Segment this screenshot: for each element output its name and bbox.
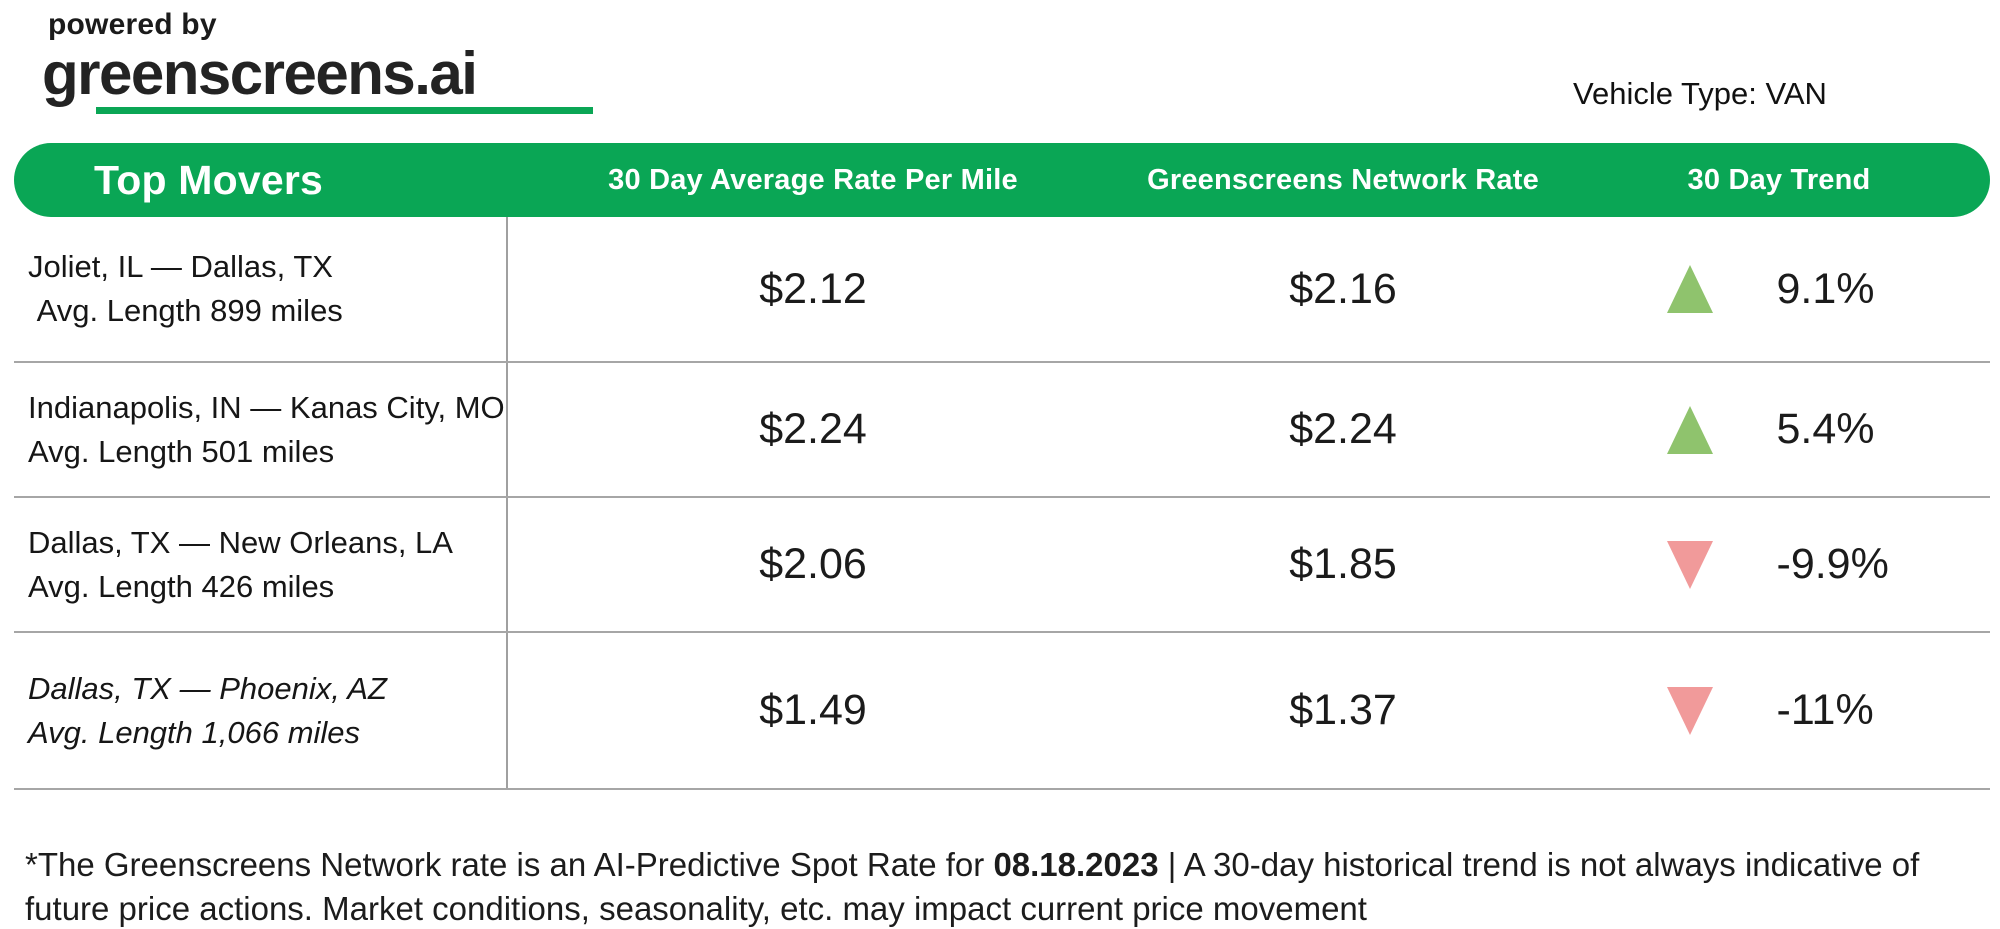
trend-value: 5.4% — [1776, 405, 1875, 453]
trend-up-icon — [1666, 405, 1713, 454]
trend-value: 9.1% — [1776, 264, 1875, 313]
network-rate-cell: $2.16 — [1289, 264, 1397, 313]
network-rate-cell: $1.85 — [1289, 540, 1397, 588]
brand-wordmark: greenscreens.ai — [42, 40, 478, 107]
trend-down-icon — [1666, 686, 1713, 735]
table-row: Dallas, TX — Phoenix, AZ Avg. Length 1,0… — [14, 633, 1990, 790]
trend-value: -9.9% — [1776, 540, 1889, 588]
footnote: *The Greenscreens Network rate is an AI-… — [25, 843, 1975, 929]
footnote-prefix: *The Greenscreens Network rate is an AI-… — [25, 846, 994, 883]
greenscreens-logo: powered by greenscreens.ai — [42, 8, 593, 114]
table-row: Dallas, TX — New Orleans, LA Avg. Length… — [14, 498, 1990, 633]
footnote-suffix: | A 30-day historical trend is not alway… — [25, 846, 1920, 927]
network-rate-cell: $2.24 — [1289, 405, 1397, 453]
trend-value: -11% — [1776, 686, 1874, 734]
avg-rate-cell: $1.49 — [759, 686, 867, 734]
route-length-label: Avg. Length 1,066 miles — [28, 714, 361, 750]
brand-underline — [96, 107, 593, 114]
network-rate-cell: $1.37 — [1289, 686, 1397, 734]
trend-cell: -9.9% — [1568, 540, 1990, 589]
table-header-bar: Top Movers 30 Day Average Rate Per Mile … — [14, 143, 1990, 217]
route-cell: Dallas, TX — New Orleans, LA Avg. Length… — [14, 498, 508, 631]
avg-rate-cell: $2.06 — [759, 540, 867, 588]
footnote-date: 08.18.2023 — [993, 846, 1159, 883]
avg-rate-cell: $2.12 — [759, 264, 867, 313]
avg-rate-cell: $2.24 — [759, 405, 867, 453]
table-body: Joliet, IL — Dallas, TX Avg. Length 899 … — [14, 217, 1990, 790]
route-label: Dallas, TX — New Orleans, LA — [28, 524, 453, 560]
table-title: Top Movers — [94, 156, 324, 203]
trend-down-icon — [1666, 540, 1713, 589]
route-cell: Joliet, IL — Dallas, TX Avg. Length 899 … — [14, 217, 508, 361]
top-movers-table: Top Movers 30 Day Average Rate Per Mile … — [14, 143, 1990, 790]
route-label: Dallas, TX — Phoenix, AZ — [28, 670, 387, 706]
route-length-label: Avg. Length 899 miles — [28, 293, 343, 328]
route-length-label: Avg. Length 426 miles — [28, 568, 335, 604]
route-label: Joliet, IL — Dallas, TX — [28, 249, 333, 284]
trend-cell: -11% — [1568, 686, 1990, 735]
trend-cell: 5.4% — [1568, 405, 1990, 454]
trend-up-icon — [1666, 265, 1713, 313]
table-row: Indianapolis, IN — Kanas City, MO Avg. L… — [14, 363, 1990, 498]
column-header-trend: 30 Day Trend — [1687, 163, 1871, 196]
column-header-network-rate: Greenscreens Network Rate — [1147, 163, 1539, 196]
route-cell: Indianapolis, IN — Kanas City, MO Avg. L… — [14, 363, 508, 496]
vehicle-type-label: Vehicle Type: VAN — [1573, 76, 1827, 111]
powered-by-label: powered by — [48, 8, 217, 41]
trend-cell: 9.1% — [1568, 265, 1990, 314]
route-label: Indianapolis, IN — Kanas City, MO — [28, 389, 505, 425]
table-row: Joliet, IL — Dallas, TX Avg. Length 899 … — [14, 217, 1990, 363]
route-cell: Dallas, TX — Phoenix, AZ Avg. Length 1,0… — [14, 633, 508, 788]
route-length-label: Avg. Length 501 miles — [28, 433, 335, 469]
column-header-avg-rate: 30 Day Average Rate Per Mile — [608, 163, 1018, 196]
